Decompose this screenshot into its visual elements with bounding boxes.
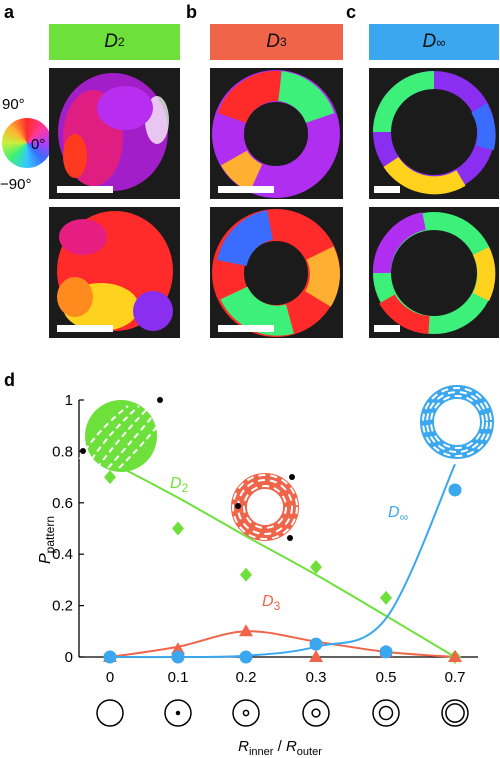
- x-tick-label: 0.2: [236, 669, 257, 686]
- schematic-dash: [96, 405, 151, 469]
- y-tick-label: 1: [65, 392, 73, 409]
- schematic-hole: [247, 489, 283, 525]
- micrograph-d3-bottom: [210, 207, 343, 338]
- wheel-label-0: 0°: [31, 136, 46, 153]
- defect-dot: [80, 448, 86, 454]
- x-tick-label: 0: [106, 669, 114, 686]
- panel-label-b: b: [186, 2, 197, 22]
- fit-curve-triangle: [109, 630, 456, 658]
- x-axis-label: Rinner / Router: [238, 738, 322, 758]
- banner-d2-main: D: [104, 31, 119, 52]
- banner-dinf: D ∞: [369, 24, 499, 60]
- data-point-diamond: [310, 560, 322, 575]
- micrograph-d2-bottom: [49, 207, 180, 338]
- wheel-label-90: 90°: [2, 96, 25, 113]
- scale-bar: [374, 325, 400, 332]
- scale-bar: [57, 325, 113, 332]
- x-tick-label: 0.7: [445, 669, 466, 686]
- data-point-circle: [103, 650, 117, 664]
- schematic-dash: [430, 395, 484, 449]
- dinf-schematic: [420, 385, 494, 459]
- data-point-diamond: [104, 470, 116, 485]
- banner-d2-sub: 2: [118, 35, 125, 49]
- data-point-circle: [239, 650, 253, 664]
- ring-icon: [441, 699, 469, 727]
- ring-icon: [164, 699, 192, 727]
- y-tick-label: 0.8: [52, 443, 73, 460]
- panel-label-c: c: [346, 2, 357, 22]
- data-point-circle: [309, 637, 323, 651]
- defect-dot: [289, 474, 295, 480]
- data-point-triangle: [309, 650, 323, 662]
- series-label: D3: [262, 593, 281, 613]
- schematic-dash: [74, 405, 129, 469]
- schematic-dash: [232, 474, 298, 540]
- scale-bar: [57, 186, 113, 193]
- schematic-dash: [118, 405, 173, 469]
- data-point-circle: [448, 483, 462, 497]
- micrograph-dinf-bottom: [369, 207, 499, 338]
- ring-icon-inner: [445, 703, 465, 723]
- y-tick-label: 0.4: [52, 546, 73, 563]
- schematic-dash: [107, 405, 162, 469]
- panel-label-d: d: [4, 370, 15, 390]
- ring-icon: [96, 699, 124, 727]
- data-point-triangle: [239, 624, 253, 637]
- series-label: D2: [170, 475, 189, 495]
- y-tick-label: 0.6: [52, 495, 73, 512]
- defect-dot: [287, 535, 293, 541]
- ring-icon-inner: [242, 709, 250, 717]
- data-point-triangle: [171, 642, 185, 655]
- micrograph-d3-top: [210, 68, 343, 199]
- fit-curve-diamond: [109, 460, 456, 658]
- y-tick-label: 0: [65, 649, 73, 666]
- scale-bar: [218, 325, 274, 332]
- data-point-circle: [379, 645, 393, 659]
- x-tick-label: 0.5: [376, 669, 397, 686]
- ring-icon-inner: [311, 708, 321, 718]
- data-point-circle: [171, 650, 185, 664]
- schematic-dash: [85, 405, 140, 469]
- y-tick-label: 0.2: [52, 598, 73, 615]
- x-tick-label: 0.3: [306, 669, 327, 686]
- orientation-color-wheel: [2, 118, 52, 168]
- ring-icon-inner: [378, 705, 394, 721]
- scale-bar: [218, 186, 274, 193]
- banner-dinf-main: D: [422, 31, 437, 52]
- banner-d3-sub: 3: [280, 35, 287, 49]
- schematic-dash: [243, 485, 287, 529]
- ring-icon: [302, 699, 330, 727]
- scale-bar: [374, 186, 400, 193]
- schematic-dash: [422, 387, 492, 457]
- defect-dot: [235, 503, 241, 509]
- data-point-diamond: [380, 590, 392, 605]
- data-point-triangle: [448, 650, 462, 662]
- ring-icon: [372, 699, 400, 727]
- x-tick-label: 0.1: [168, 669, 189, 686]
- micrograph-dinf-top: [369, 68, 499, 199]
- ring-icon: [232, 699, 260, 727]
- data-point-diamond: [240, 567, 252, 582]
- banner-dinf-sub: ∞: [436, 34, 446, 50]
- ring-icon-inner: [175, 710, 181, 716]
- data-point-diamond: [172, 521, 184, 536]
- banner-d3-main: D: [266, 31, 281, 52]
- schematic-dash: [426, 391, 488, 453]
- series-label: D∞: [388, 504, 408, 524]
- micrograph-d2-top: [49, 68, 180, 199]
- defect-dot: [157, 397, 163, 403]
- wheel-label-neg90: −90°: [0, 176, 32, 193]
- panel-label-a: a: [4, 2, 15, 22]
